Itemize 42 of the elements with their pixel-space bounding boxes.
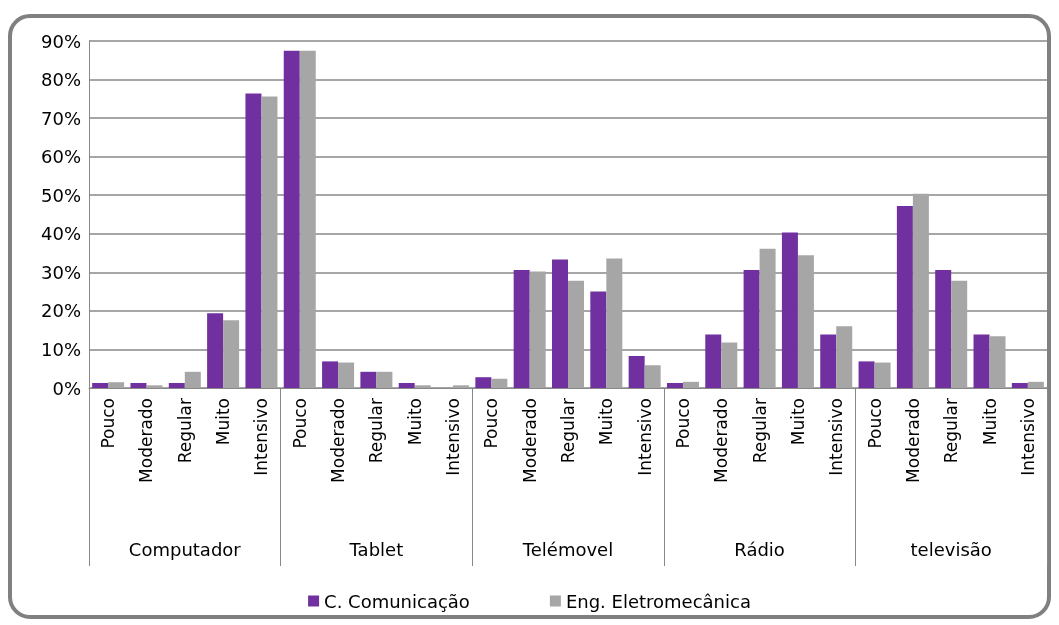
text: Tablet — [348, 538, 404, 560]
text: televisão — [910, 538, 992, 560]
y-tick-label: 30% — [40, 261, 81, 283]
x-tick-label: Intensivo — [251, 398, 272, 476]
y-tick-label: 70% — [40, 107, 81, 129]
x-tick-label: Intensivo — [826, 398, 847, 476]
x-tick-label: Moderado — [328, 398, 349, 483]
text: Computador — [128, 538, 242, 560]
y-tick-label: 60% — [40, 146, 81, 168]
x-tick-label: Muito — [596, 398, 617, 446]
x-tick-label: Moderado — [902, 398, 923, 483]
x-tick-label: Regular — [749, 397, 770, 464]
x-tick-label: Muito — [404, 398, 425, 446]
y-tick-label: 20% — [40, 300, 81, 322]
legend-label: Eng. Eletromecânica — [565, 590, 751, 612]
legend-label: C. Comunicação — [324, 590, 470, 612]
x-tick-label: Pouco — [864, 398, 885, 449]
x-tick-label: Regular — [941, 397, 962, 464]
x-tick-label: Pouco — [672, 398, 693, 449]
x-tick-label: Regular — [366, 397, 387, 464]
x-tick-label: Regular — [174, 397, 195, 464]
x-tick-label: Pouco — [98, 398, 119, 449]
text: Rádio — [734, 538, 785, 560]
y-tick-label: 10% — [40, 338, 81, 360]
x-tick-label: Pouco — [481, 398, 502, 449]
x-tick-label: Muito — [213, 398, 234, 446]
y-tick-label: 50% — [40, 184, 81, 206]
x-tick-label: Moderado — [711, 398, 732, 483]
x-tick-label: Pouco — [289, 398, 310, 449]
y-tick-label: 0% — [52, 377, 81, 399]
x-tick-label: Intensivo — [1017, 398, 1038, 476]
x-tick-label: Intensivo — [634, 398, 655, 476]
x-tick-label: Muito — [979, 398, 1000, 446]
x-tick-label: Regular — [558, 397, 578, 464]
text: Telémovel — [521, 538, 614, 560]
x-tick-label: Moderado — [136, 398, 157, 483]
y-tick-label: 40% — [40, 223, 81, 245]
y-tick-label: 90% — [40, 30, 81, 52]
x-tick-label: Intensivo — [443, 398, 464, 476]
x-tick-label: Muito — [787, 398, 808, 446]
y-tick-label: 80% — [40, 69, 81, 91]
x-tick-label: Moderado — [519, 398, 540, 483]
